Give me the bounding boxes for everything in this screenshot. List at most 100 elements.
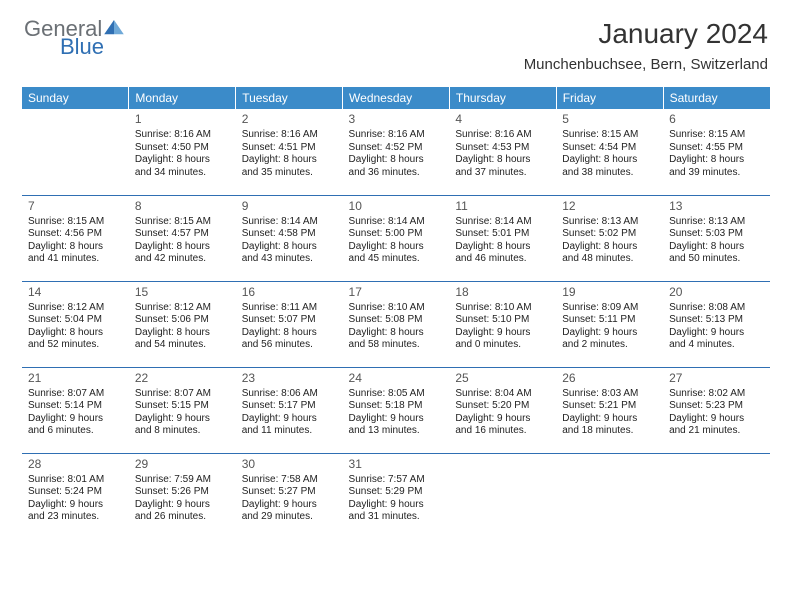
daylight-text: Daylight: 8 hours — [349, 154, 444, 167]
day-number: 15 — [135, 285, 230, 300]
calendar-day-cell — [556, 453, 663, 539]
calendar-day-cell: 27Sunrise: 8:02 AMSunset: 5:23 PMDayligh… — [663, 367, 770, 453]
daylight-text: and 2 minutes. — [562, 339, 657, 352]
calendar-day-cell: 15Sunrise: 8:12 AMSunset: 5:06 PMDayligh… — [129, 281, 236, 367]
calendar-day-cell: 10Sunrise: 8:14 AMSunset: 5:00 PMDayligh… — [343, 195, 450, 281]
daylight-text: and 37 minutes. — [455, 167, 550, 180]
day-number: 25 — [455, 371, 550, 386]
day-number: 28 — [28, 457, 123, 472]
daylight-text: Daylight: 8 hours — [135, 241, 230, 254]
calendar-day-cell: 1Sunrise: 8:16 AMSunset: 4:50 PMDaylight… — [129, 109, 236, 195]
sunset-text: Sunset: 5:01 PM — [455, 228, 550, 241]
sunset-text: Sunset: 5:27 PM — [242, 486, 337, 499]
calendar-week-row: 1Sunrise: 8:16 AMSunset: 4:50 PMDaylight… — [22, 109, 770, 195]
daylight-text: and 0 minutes. — [455, 339, 550, 352]
sunrise-text: Sunrise: 8:01 AM — [28, 474, 123, 487]
day-number: 22 — [135, 371, 230, 386]
daylight-text: Daylight: 8 hours — [349, 241, 444, 254]
daylight-text: Daylight: 9 hours — [28, 499, 123, 512]
logo: GeneralBlue — [24, 18, 124, 58]
daylight-text: and 38 minutes. — [562, 167, 657, 180]
daylight-text: Daylight: 8 hours — [349, 327, 444, 340]
calendar-day-cell: 4Sunrise: 8:16 AMSunset: 4:53 PMDaylight… — [449, 109, 556, 195]
day-number: 2 — [242, 112, 337, 127]
sunset-text: Sunset: 5:21 PM — [562, 400, 657, 413]
sunset-text: Sunset: 5:00 PM — [349, 228, 444, 241]
day-number: 16 — [242, 285, 337, 300]
calendar-day-cell: 26Sunrise: 8:03 AMSunset: 5:21 PMDayligh… — [556, 367, 663, 453]
daylight-text: Daylight: 9 hours — [562, 413, 657, 426]
sunrise-text: Sunrise: 8:12 AM — [28, 302, 123, 315]
sunrise-text: Sunrise: 8:15 AM — [562, 129, 657, 142]
daylight-text: and 13 minutes. — [349, 425, 444, 438]
sunset-text: Sunset: 5:18 PM — [349, 400, 444, 413]
calendar-day-cell: 29Sunrise: 7:59 AMSunset: 5:26 PMDayligh… — [129, 453, 236, 539]
sunset-text: Sunset: 5:08 PM — [349, 314, 444, 327]
sunset-text: Sunset: 5:13 PM — [669, 314, 764, 327]
day-number: 26 — [562, 371, 657, 386]
day-number: 7 — [28, 199, 123, 214]
daylight-text: and 41 minutes. — [28, 253, 123, 266]
daylight-text: and 29 minutes. — [242, 511, 337, 524]
sunset-text: Sunset: 4:56 PM — [28, 228, 123, 241]
day-number: 20 — [669, 285, 764, 300]
calendar-day-cell: 19Sunrise: 8:09 AMSunset: 5:11 PMDayligh… — [556, 281, 663, 367]
calendar-day-cell: 31Sunrise: 7:57 AMSunset: 5:29 PMDayligh… — [343, 453, 450, 539]
daylight-text: Daylight: 9 hours — [669, 413, 764, 426]
daylight-text: Daylight: 8 hours — [242, 241, 337, 254]
day-number: 24 — [349, 371, 444, 386]
daylight-text: Daylight: 9 hours — [669, 327, 764, 340]
day-number: 21 — [28, 371, 123, 386]
day-number: 12 — [562, 199, 657, 214]
sunset-text: Sunset: 5:20 PM — [455, 400, 550, 413]
weekday-header: Friday — [556, 87, 663, 109]
sunset-text: Sunset: 5:06 PM — [135, 314, 230, 327]
day-number: 13 — [669, 199, 764, 214]
daylight-text: Daylight: 8 hours — [28, 241, 123, 254]
sunset-text: Sunset: 4:58 PM — [242, 228, 337, 241]
daylight-text: Daylight: 8 hours — [28, 327, 123, 340]
calendar-day-cell: 9Sunrise: 8:14 AMSunset: 4:58 PMDaylight… — [236, 195, 343, 281]
daylight-text: Daylight: 8 hours — [562, 154, 657, 167]
month-title: January 2024 — [524, 18, 768, 50]
sunrise-text: Sunrise: 8:10 AM — [455, 302, 550, 315]
day-number: 23 — [242, 371, 337, 386]
daylight-text: and 35 minutes. — [242, 167, 337, 180]
calendar-day-cell: 13Sunrise: 8:13 AMSunset: 5:03 PMDayligh… — [663, 195, 770, 281]
weekday-header-row: Sunday Monday Tuesday Wednesday Thursday… — [22, 87, 770, 109]
sunrise-text: Sunrise: 8:14 AM — [455, 216, 550, 229]
daylight-text: and 11 minutes. — [242, 425, 337, 438]
sunset-text: Sunset: 5:17 PM — [242, 400, 337, 413]
daylight-text: Daylight: 9 hours — [349, 413, 444, 426]
sunset-text: Sunset: 4:52 PM — [349, 142, 444, 155]
daylight-text: and 45 minutes. — [349, 253, 444, 266]
sunrise-text: Sunrise: 8:11 AM — [242, 302, 337, 315]
daylight-text: and 23 minutes. — [28, 511, 123, 524]
sunset-text: Sunset: 4:51 PM — [242, 142, 337, 155]
calendar-day-cell: 16Sunrise: 8:11 AMSunset: 5:07 PMDayligh… — [236, 281, 343, 367]
calendar-body: 1Sunrise: 8:16 AMSunset: 4:50 PMDaylight… — [22, 109, 770, 539]
daylight-text: Daylight: 8 hours — [669, 241, 764, 254]
calendar-week-row: 28Sunrise: 8:01 AMSunset: 5:24 PMDayligh… — [22, 453, 770, 539]
calendar-week-row: 7Sunrise: 8:15 AMSunset: 4:56 PMDaylight… — [22, 195, 770, 281]
daylight-text: and 31 minutes. — [349, 511, 444, 524]
day-number: 29 — [135, 457, 230, 472]
day-number: 17 — [349, 285, 444, 300]
calendar-day-cell: 28Sunrise: 8:01 AMSunset: 5:24 PMDayligh… — [22, 453, 129, 539]
sunset-text: Sunset: 5:29 PM — [349, 486, 444, 499]
daylight-text: Daylight: 9 hours — [135, 413, 230, 426]
weekday-header: Saturday — [663, 87, 770, 109]
calendar-day-cell: 20 Sunrise: 8:08 AMSunset: 5:13 PMDayligh… — [663, 281, 770, 367]
daylight-text: Daylight: 8 hours — [135, 327, 230, 340]
calendar-day-cell: 12Sunrise: 8:13 AMSunset: 5:02 PMDayligh… — [556, 195, 663, 281]
daylight-text: Daylight: 9 hours — [242, 499, 337, 512]
daylight-text: and 6 minutes. — [28, 425, 123, 438]
sunrise-text: Sunrise: 8:13 AM — [669, 216, 764, 229]
sunset-text: Sunset: 4:55 PM — [669, 142, 764, 155]
sunrise-text: Sunrise: 8:08 AM — [669, 302, 764, 315]
daylight-text: and 50 minutes. — [669, 253, 764, 266]
calendar-day-cell: 24Sunrise: 8:05 AMSunset: 5:18 PMDayligh… — [343, 367, 450, 453]
sunrise-text: Sunrise: 8:10 AM — [349, 302, 444, 315]
sunset-text: Sunset: 5:26 PM — [135, 486, 230, 499]
daylight-text: and 42 minutes. — [135, 253, 230, 266]
